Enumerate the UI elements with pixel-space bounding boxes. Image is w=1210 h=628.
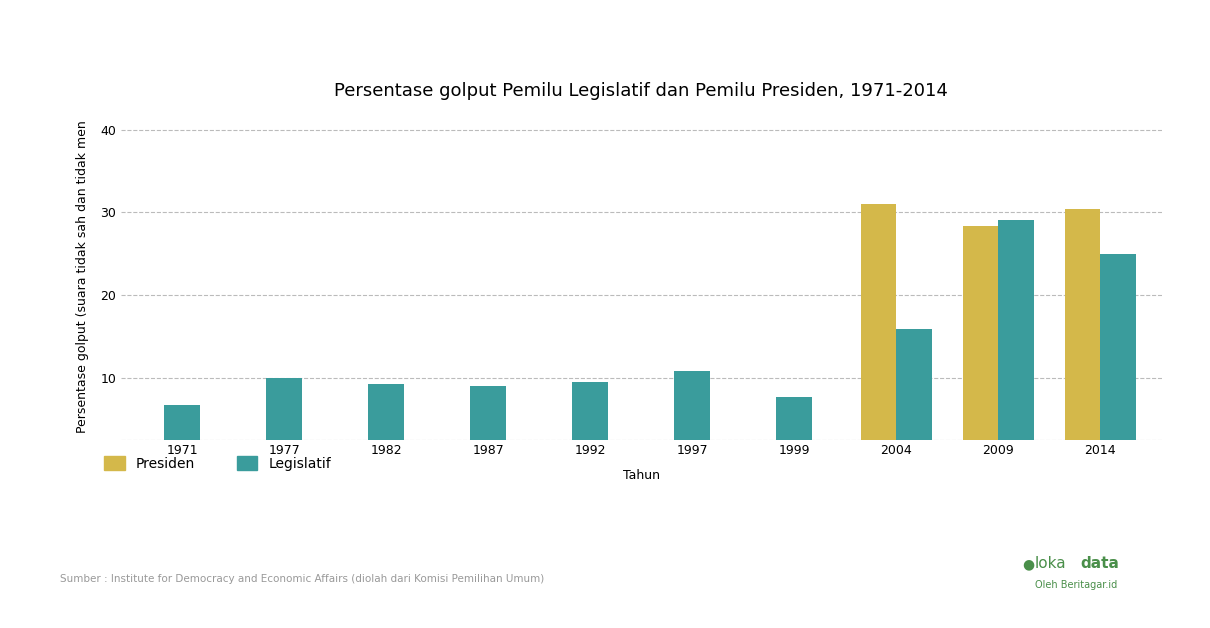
Text: Sumber : Institute for Democracy and Economic Affairs (diolah dari Komisi Pemili: Sumber : Institute for Democracy and Eco… — [60, 574, 544, 584]
Bar — [266, 379, 302, 460]
Bar — [674, 371, 710, 460]
Bar — [897, 329, 932, 460]
Bar — [998, 220, 1035, 460]
Bar — [368, 384, 404, 460]
Legend: Presiden, Legislatif: Presiden, Legislatif — [104, 456, 332, 471]
Text: loka: loka — [1035, 556, 1066, 571]
Text: data: data — [1081, 556, 1119, 571]
Text: Oleh Beritagar.id: Oleh Beritagar.id — [1035, 580, 1117, 590]
Bar — [777, 398, 812, 460]
Text: ●: ● — [1022, 558, 1035, 571]
Bar — [165, 405, 200, 460]
Title: Persentase golput Pemilu Legislatif dan Pemilu Presiden, 1971-2014: Persentase golput Pemilu Legislatif dan … — [334, 82, 949, 100]
X-axis label: Tahun: Tahun — [623, 468, 659, 482]
Bar — [963, 226, 998, 460]
Bar — [860, 204, 897, 460]
Bar — [1100, 254, 1136, 460]
Bar — [471, 386, 506, 460]
Bar — [572, 382, 609, 460]
Bar — [1065, 209, 1100, 460]
Y-axis label: Persentase golput (suara tidak sah dan tidak men: Persentase golput (suara tidak sah dan t… — [76, 120, 90, 433]
